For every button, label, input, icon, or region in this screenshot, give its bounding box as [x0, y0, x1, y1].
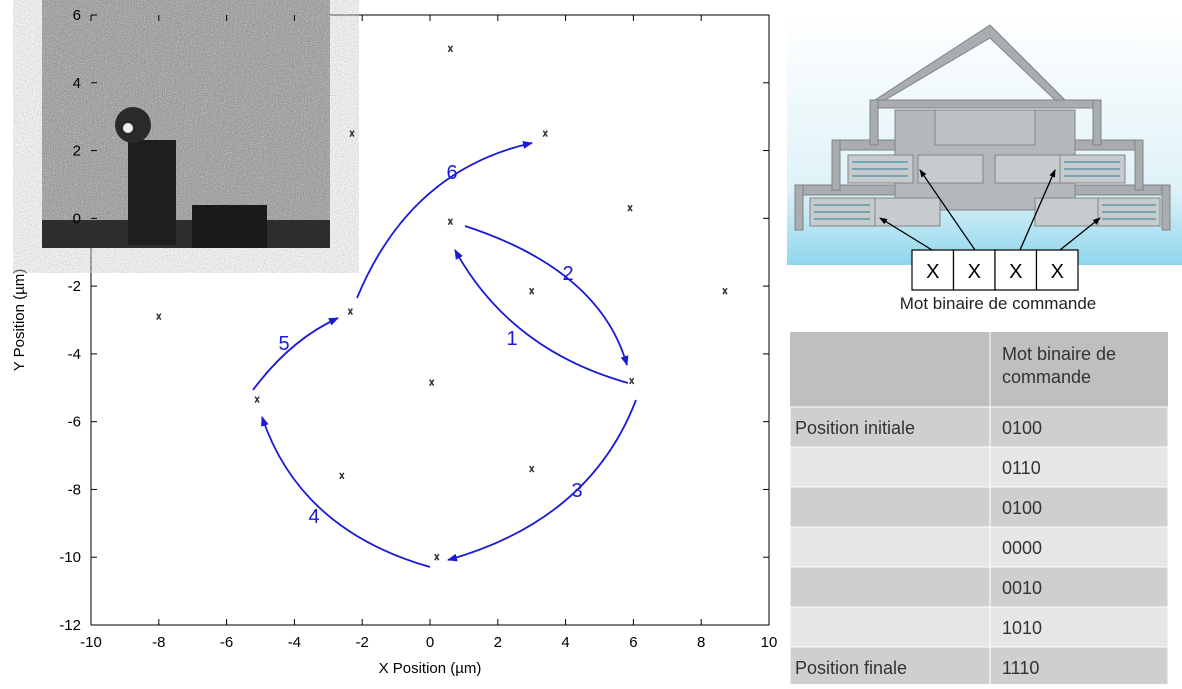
point — [629, 377, 635, 385]
row-word: 1010 — [1002, 618, 1042, 638]
arrow-label: 2 — [562, 263, 573, 285]
photo-texture — [42, 0, 330, 248]
point — [254, 396, 260, 404]
diagram-caption: Mot binaire de commande — [900, 294, 1097, 313]
y-tick-label: -10 — [59, 549, 81, 566]
bit-box — [911, 249, 955, 291]
bit-box — [1035, 249, 1079, 291]
point — [722, 287, 728, 295]
arrow-label: 1 — [506, 328, 517, 350]
arrow-label: 6 — [446, 162, 457, 184]
table-row — [789, 566, 1169, 608]
point — [627, 204, 633, 212]
table-header — [790, 332, 1168, 407]
point — [447, 218, 453, 226]
point — [434, 553, 440, 561]
row-word: 0100 — [1002, 418, 1042, 438]
arrow-label: 3 — [571, 480, 582, 502]
row-label: Position finale — [795, 658, 907, 678]
x-tick-label: -8 — [152, 634, 165, 651]
point — [447, 45, 453, 53]
bit-box — [994, 249, 1038, 291]
point — [529, 465, 535, 473]
point — [429, 379, 435, 387]
point — [339, 472, 345, 480]
x-tick-label: -10 — [80, 634, 102, 651]
x-tick-label: 10 — [761, 634, 778, 651]
y-tick-label: -2 — [68, 278, 81, 295]
row-word: 0100 — [1002, 498, 1042, 518]
photo-pillar — [128, 140, 176, 245]
table-row — [789, 406, 1169, 448]
trajectory: 1 2 3 4 5 6 — [252, 141, 637, 568]
x-tick-label: 0 — [426, 634, 434, 651]
bit-label: X — [968, 261, 981, 283]
x-tick-label: -2 — [356, 634, 369, 651]
arrow — [464, 225, 629, 366]
point — [349, 130, 355, 138]
y-tick-label: -8 — [68, 481, 81, 498]
point — [156, 313, 162, 321]
column-header: Mot binaire de commande — [1002, 344, 1116, 387]
arrow — [252, 317, 339, 391]
table-row — [789, 486, 1169, 528]
table-row — [789, 606, 1169, 648]
bit-label: X — [1051, 261, 1064, 283]
photo-base — [42, 220, 330, 248]
row-word: 0110 — [1002, 458, 1041, 478]
y-tick-label: 4 — [73, 75, 81, 92]
y-tick-label: 0 — [73, 210, 81, 227]
arrow — [447, 399, 637, 562]
y-axis-label: Y Position (µm) — [11, 269, 28, 372]
y-tick-label: -6 — [68, 414, 81, 431]
x-tick-label: 2 — [494, 634, 502, 651]
arrow-label: 4 — [308, 506, 319, 528]
table-row — [789, 646, 1169, 688]
point — [347, 308, 353, 315]
arrow-label: 5 — [278, 333, 289, 355]
photo-glint — [123, 123, 133, 133]
y-tick-label: 6 — [73, 7, 81, 24]
x-tick-label: -6 — [220, 634, 233, 651]
x-tick-label: 6 — [629, 634, 637, 651]
row-word: 1110 — [1002, 658, 1039, 678]
point — [529, 287, 535, 295]
device-diagram: X X X X Mot binaire de commande — [787, 15, 1182, 313]
photo-block — [192, 205, 267, 248]
point — [542, 130, 548, 138]
command-table: Mot binaire de commande Position initiale 0… — [789, 332, 1169, 688]
arrow — [356, 141, 533, 299]
x-tick-label: 4 — [561, 634, 569, 651]
table-row — [789, 446, 1169, 488]
x-axis-label: X Position (µm) — [379, 660, 482, 677]
x-tick-label: -4 — [288, 634, 301, 651]
arrow — [454, 249, 629, 384]
arrow — [261, 416, 431, 568]
row-word: 0000 — [1002, 538, 1042, 558]
bit-label: X — [1009, 261, 1022, 283]
y-tick-label: -4 — [68, 346, 81, 363]
inset-photo — [42, 0, 330, 248]
y-tick-label: 2 — [73, 143, 81, 160]
x-tick-label: 8 — [697, 634, 705, 651]
bit-label: X — [926, 261, 939, 283]
y-tick-label: -12 — [59, 617, 81, 634]
photo-sphere — [115, 107, 151, 143]
row-label: Position initiale — [795, 418, 915, 438]
row-word: 0010 — [1002, 578, 1042, 598]
table-row — [789, 526, 1169, 568]
